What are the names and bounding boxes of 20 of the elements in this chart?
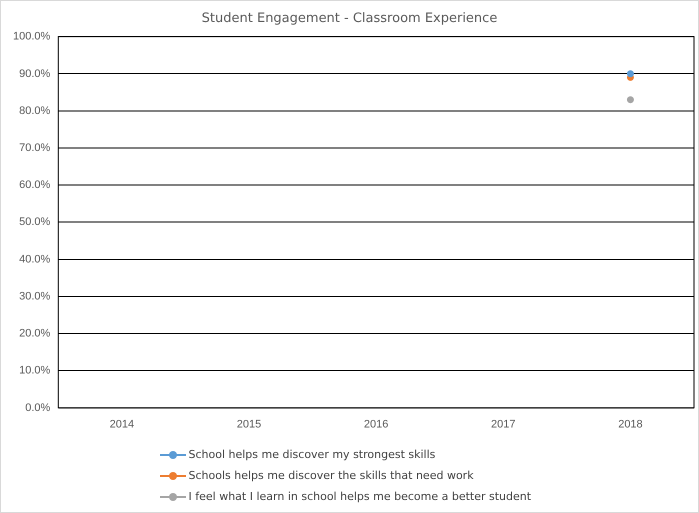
y-tick-label: 80.0% [19, 104, 51, 117]
y-tick-label: 10.0% [19, 364, 51, 377]
legend-label: I feel what I learn in school helps me become a better student [188, 490, 532, 503]
chart-title: Student Engagement - Classroom Experience [202, 11, 498, 26]
x-tick-label: 2015 [236, 418, 262, 430]
legend-label: School helps me discover my strongest skills [188, 448, 436, 461]
y-tick-label: 40.0% [19, 253, 51, 266]
y-tick-label: 60.0% [19, 179, 51, 192]
y-tick-label: 70.0% [19, 142, 51, 154]
y-tick-label: 20.0% [19, 328, 51, 340]
y-tick-label: 50.0% [19, 216, 51, 228]
legend-label: Schools helps me discover the skills that need work [188, 469, 474, 482]
y-tick-label: 90.0% [19, 68, 51, 80]
x-tick-label: 2014 [110, 418, 134, 430]
x-tick-label: 2016 [364, 418, 388, 430]
x-tick-label: 2017 [491, 418, 516, 430]
x-tick-label: 2018 [618, 418, 643, 430]
y-tick-label: 30.0% [19, 290, 51, 302]
y-tick-label: 0.0% [25, 402, 51, 414]
y-tick-label: 100.0% [12, 30, 51, 43]
